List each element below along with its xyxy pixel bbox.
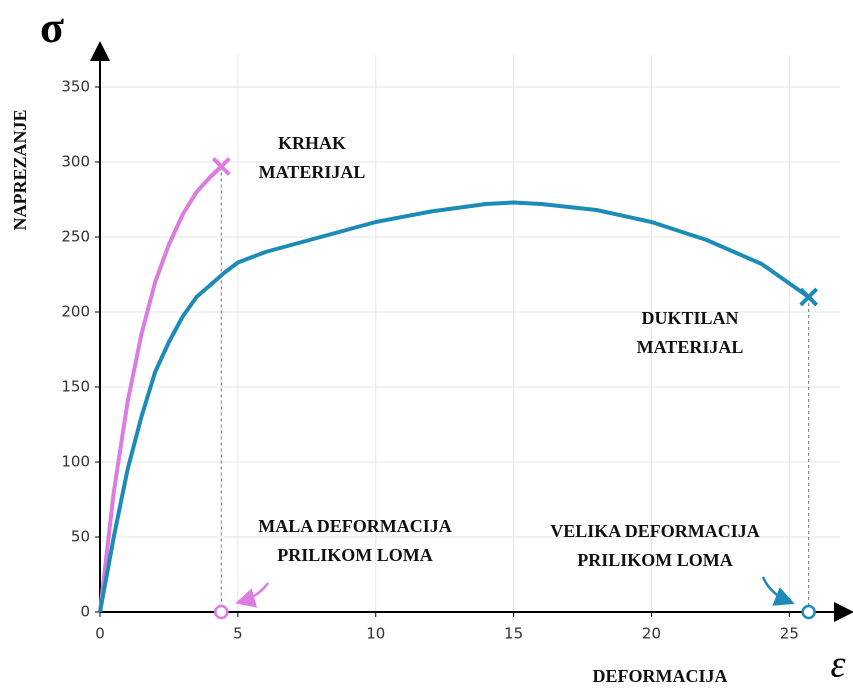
y-symbol: σ (40, 3, 64, 52)
line (98, 165, 223, 613)
break-marker (211, 157, 231, 176)
y-tick-label: 50 (71, 528, 90, 546)
break-strain-marker (801, 604, 816, 620)
annotation: KRHAK (278, 133, 346, 153)
y-tick-label: 300 (61, 153, 90, 171)
y-tick-label: 250 (61, 228, 90, 246)
x-tick-label: 25 (780, 625, 799, 643)
break-marker (799, 287, 819, 307)
x-tick-label: 15 (504, 625, 523, 643)
annotation: MATERIJAL (637, 337, 744, 357)
line (98, 200, 810, 613)
annotation: PRILIKOM LOMA (277, 545, 433, 565)
x-symbol: ε (831, 644, 846, 686)
grid (99, 55, 840, 613)
x-tick-label: 0 (95, 625, 105, 643)
annotation: PRILIKOM LOMA (577, 550, 733, 570)
arrow (761, 576, 795, 606)
y-tick-label: 100 (61, 453, 90, 471)
x-axis-label: DEFORMACIJA (593, 666, 728, 686)
x-tick-label: 20 (642, 625, 661, 643)
y-tick-label: 200 (61, 303, 90, 321)
break-marker-stroke (799, 287, 819, 307)
y-axis-label: NAPREZANJE (10, 109, 30, 230)
x-tick-label: 10 (366, 625, 385, 643)
break-marker-stroke (211, 157, 231, 176)
break-strain-marker (214, 604, 229, 620)
annotation: MATERIJAL (259, 162, 366, 182)
annotation: VELIKA DEFORMACIJA (550, 521, 760, 541)
y-tick-label: 0 (80, 603, 90, 621)
x-tick-label: 5 (233, 625, 243, 643)
annotation: MALA DEFORMACIJA (258, 516, 452, 536)
annotation: DUKTILAN (641, 308, 738, 328)
y-tick-label: 150 (61, 378, 90, 396)
arrow (235, 582, 270, 608)
y-tick-label: 350 (61, 78, 90, 96)
